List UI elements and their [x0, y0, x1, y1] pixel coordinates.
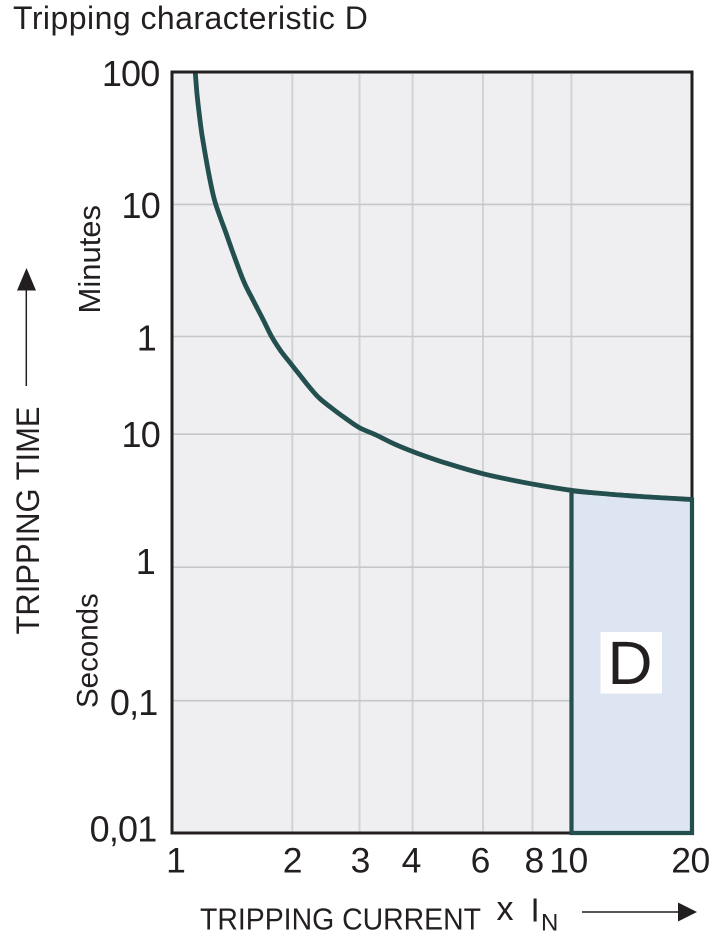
- svg-text:D: D: [608, 629, 653, 698]
- svg-text:Seconds: Seconds: [72, 593, 105, 708]
- svg-text:6: 6: [471, 841, 491, 881]
- svg-text:3: 3: [351, 841, 371, 881]
- svg-text:10: 10: [122, 414, 160, 455]
- svg-text:TRIPPING TIME: TRIPPING TIME: [10, 407, 46, 635]
- svg-text:10: 10: [122, 185, 160, 226]
- svg-text:1: 1: [137, 318, 156, 359]
- svg-text:1: 1: [136, 541, 155, 582]
- svg-text:x: x: [497, 890, 514, 928]
- svg-text:0,1: 0,1: [110, 682, 158, 723]
- svg-text:10: 10: [549, 841, 588, 881]
- svg-text:Tripping characteristic D: Tripping characteristic D: [13, 0, 368, 36]
- svg-text:2: 2: [283, 841, 303, 881]
- svg-text:0,01: 0,01: [90, 809, 157, 850]
- svg-text:100: 100: [102, 53, 160, 94]
- svg-text:N: N: [541, 910, 558, 937]
- svg-text:I: I: [531, 892, 540, 929]
- svg-text:TRIPPING CURRENT: TRIPPING CURRENT: [200, 903, 481, 937]
- svg-text:8: 8: [525, 841, 545, 881]
- svg-text:20: 20: [671, 841, 710, 881]
- svg-text:Minutes: Minutes: [72, 205, 107, 314]
- svg-text:4: 4: [402, 841, 422, 881]
- svg-text:1: 1: [166, 841, 186, 881]
